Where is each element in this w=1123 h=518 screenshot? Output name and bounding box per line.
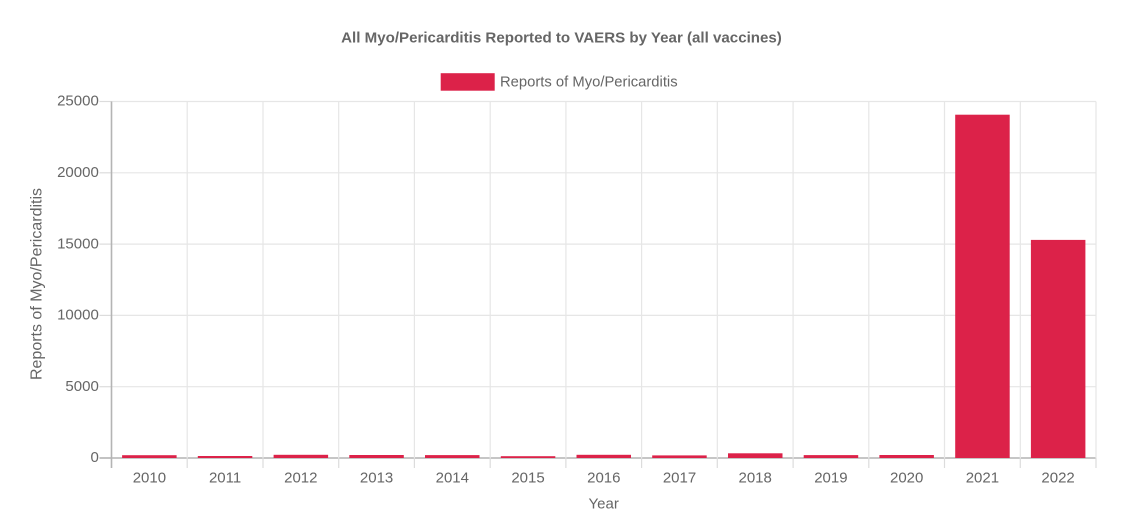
svg-text:2014: 2014 (436, 470, 469, 487)
svg-text:2018: 2018 (739, 470, 772, 487)
svg-text:0: 0 (90, 449, 98, 466)
svg-text:2017: 2017 (663, 470, 696, 487)
svg-text:2020: 2020 (890, 470, 923, 487)
svg-text:15000: 15000 (57, 235, 99, 252)
svg-text:2016: 2016 (587, 470, 620, 487)
svg-text:2015: 2015 (511, 470, 544, 487)
svg-text:Year: Year (589, 496, 619, 513)
svg-text:20000: 20000 (57, 164, 99, 181)
svg-text:2012: 2012 (284, 470, 317, 487)
svg-text:5000: 5000 (65, 378, 98, 395)
svg-text:2013: 2013 (360, 470, 393, 487)
svg-text:2010: 2010 (133, 470, 166, 487)
svg-text:2011: 2011 (209, 470, 241, 487)
svg-text:2019: 2019 (814, 470, 847, 487)
svg-text:Reports of Myo/Pericarditis: Reports of Myo/Pericarditis (29, 188, 46, 380)
svg-text:25000: 25000 (57, 93, 99, 110)
svg-text:2021: 2021 (966, 470, 999, 487)
svg-text:All Myo/Pericarditis Reported: All Myo/Pericarditis Reported to VAERS b… (341, 30, 782, 47)
svg-text:2022: 2022 (1041, 470, 1074, 487)
svg-text:Reports of Myo/Pericarditis: Reports of Myo/Pericarditis (500, 75, 678, 91)
svg-text:10000: 10000 (57, 307, 99, 324)
